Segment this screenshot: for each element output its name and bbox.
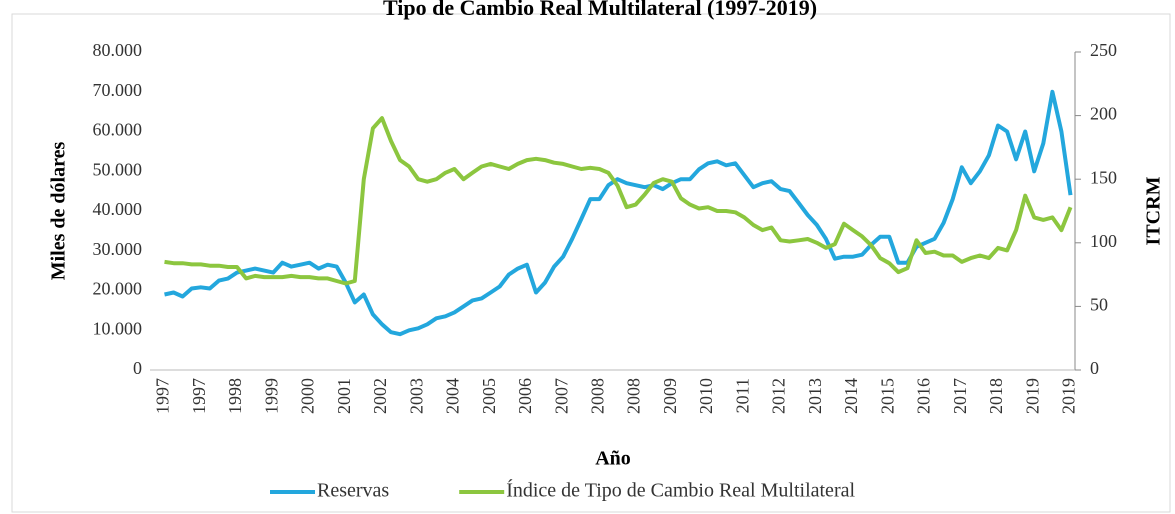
y2-axis-label: ITCRM bbox=[1143, 176, 1165, 245]
y-tick-label: 20.000 bbox=[93, 279, 143, 299]
x-tick-label: 1999 bbox=[261, 378, 281, 414]
y2-tick-label: 50 bbox=[1090, 295, 1108, 315]
y-tick-label: 30.000 bbox=[93, 239, 143, 259]
x-tick-label: 1997 bbox=[153, 378, 173, 414]
x-tick-label: 2019 bbox=[1022, 378, 1042, 414]
series-line bbox=[164, 116, 1073, 286]
x-tick-label: 2014 bbox=[841, 378, 861, 414]
x-tick-label: 2002 bbox=[370, 378, 390, 414]
y2-tick-label: 0 bbox=[1090, 358, 1099, 378]
x-tick-label: 2001 bbox=[334, 378, 354, 414]
legend-label: Índice de Tipo de Cambio Real Multilater… bbox=[506, 479, 855, 502]
x-tick-label: 2019 bbox=[1059, 378, 1079, 414]
x-tick-label: 2013 bbox=[805, 378, 825, 414]
x-tick-label: 2007 bbox=[551, 378, 571, 414]
x-tick-label: 2008 bbox=[624, 378, 644, 414]
x-tick-label: 2016 bbox=[914, 378, 934, 414]
series-line bbox=[164, 89, 1073, 337]
x-tick-label: 2005 bbox=[479, 378, 499, 414]
x-tick-label: 2000 bbox=[298, 378, 318, 414]
x-tick-label: 2008 bbox=[588, 378, 608, 414]
y-tick-label: 60.000 bbox=[93, 120, 143, 140]
x-axis-label: Año bbox=[595, 448, 631, 470]
y-tick-label: 40.000 bbox=[93, 199, 143, 219]
x-tick-label: 2015 bbox=[877, 378, 897, 414]
x-tick-label: 1998 bbox=[225, 378, 245, 414]
y-tick-label: 10.000 bbox=[93, 318, 143, 338]
y-tick-label: 70.000 bbox=[93, 80, 143, 100]
chart-frame bbox=[11, 13, 1171, 513]
y2-tick-label: 150 bbox=[1090, 167, 1117, 187]
x-tick-label: 2009 bbox=[660, 378, 680, 414]
x-tick-label: 2003 bbox=[406, 378, 426, 414]
x-tick-label: 2010 bbox=[696, 378, 716, 414]
x-tick-label: 2011 bbox=[732, 378, 752, 413]
y-axis-label: Miles de dólares bbox=[48, 142, 70, 281]
legend-label: Reservas bbox=[317, 480, 389, 502]
x-tick-label: 2012 bbox=[769, 378, 789, 414]
y2-tick-label: 100 bbox=[1090, 231, 1117, 251]
x-tick-label: 1997 bbox=[189, 378, 209, 414]
x-tick-label: 2017 bbox=[950, 378, 970, 414]
y-tick-label: 50.000 bbox=[93, 159, 143, 179]
y-tick-label: 80.000 bbox=[93, 40, 143, 60]
x-tick-label: 2018 bbox=[986, 378, 1006, 414]
x-tick-label: 2004 bbox=[443, 378, 463, 414]
y-tick-label: 0 bbox=[133, 358, 142, 378]
y2-tick-label: 200 bbox=[1090, 104, 1117, 124]
y2-tick-label: 250 bbox=[1090, 40, 1117, 60]
chart-title: Tipo de Cambio Real Multilateral (1997-2… bbox=[383, 0, 817, 20]
x-tick-label: 2006 bbox=[515, 378, 535, 414]
